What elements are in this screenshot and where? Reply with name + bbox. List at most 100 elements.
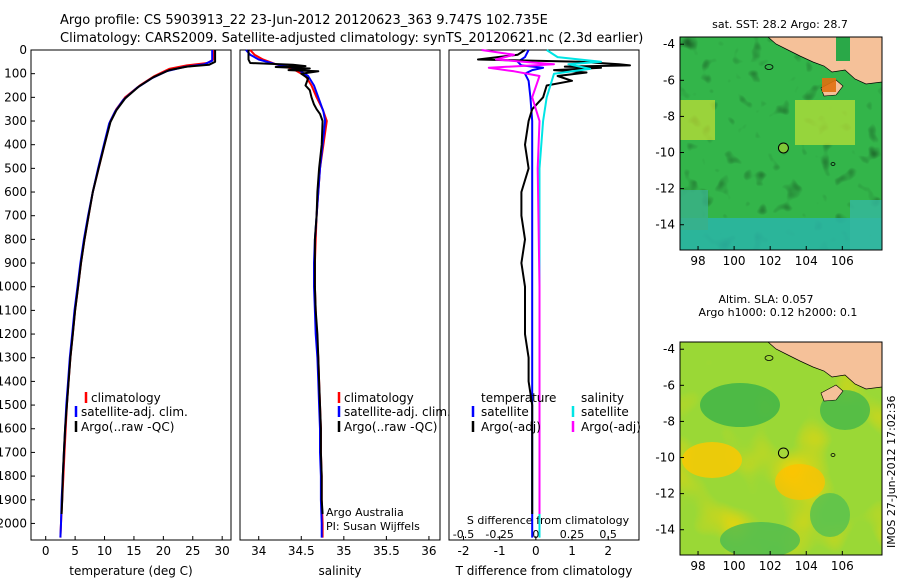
sst-map-frame	[679, 36, 883, 251]
latitude-tick-label: -10	[655, 451, 675, 465]
s-difference-tick-label: 0	[532, 528, 539, 541]
depth-tick-label: 1200	[0, 327, 27, 341]
x-tick-label: 20	[156, 544, 171, 558]
temperature-axis-label: temperature (deg C)	[69, 564, 192, 578]
difference-series-line	[477, 49, 631, 514]
sla-map	[680, 342, 882, 555]
legend-s-argo-label: Argo(-adj)	[581, 420, 641, 434]
legend-t-argo-label: Argo(-adj)	[481, 420, 541, 434]
depth-tick-label: 1900	[0, 493, 27, 507]
depth-tick-label: 800	[4, 232, 27, 246]
longitude-tick-label: 106	[831, 254, 854, 268]
latitude-tick-label: -6	[663, 73, 675, 87]
footer-timestamp: IMOS 27-Jun-2012 17:02:36	[885, 395, 898, 548]
latitude-tick-label: -10	[655, 146, 675, 160]
pi-annotation: PI: Susan Wijffels	[326, 520, 420, 533]
difference-x-axis: -2 -1 0 1 2 -0.5 -0.25 0 0.25 0.5	[453, 528, 617, 558]
legend-t-satellite-label: satellite	[481, 405, 529, 419]
x-tick-label: 10	[97, 544, 112, 558]
x-tick-label: -2	[457, 544, 469, 558]
longitude-tick-label: 98	[690, 559, 705, 573]
latitude-tick-label: -4	[663, 342, 675, 356]
depth-tick-label: 1100	[0, 303, 27, 317]
longitude-tick-label: 102	[759, 559, 782, 573]
s-difference-tick-label: 0.25	[560, 528, 585, 541]
figure-title-line2: Climatology: CARS2009. Satellite-adjuste…	[60, 31, 643, 46]
difference-series-line	[516, 49, 545, 538]
depth-tick-label: 2000	[0, 516, 27, 530]
latitude-tick-label: -8	[663, 414, 675, 428]
temperature-x-axis: 0 5 10 15 20 25 30	[42, 536, 230, 558]
sst-warm-patch	[795, 100, 855, 145]
land-island	[820, 384, 844, 402]
x-tick-label: -1	[494, 544, 506, 558]
difference-panel-frame	[448, 49, 640, 541]
sst-warm-patch	[680, 100, 715, 140]
depth-tick-label: 1400	[0, 374, 27, 388]
salinity-x-axis: 34 34.5 35 35.5 36	[251, 536, 437, 558]
sla-low-patch	[720, 522, 800, 555]
sst-cool-patch	[680, 218, 882, 250]
depth-tick-label: 300	[4, 114, 27, 128]
salinity-legend: climatology satellite-adj. clim. Argo(..…	[326, 391, 451, 533]
x-tick-label: 35.5	[373, 544, 400, 558]
legend-salinity-title: salinity	[581, 391, 624, 405]
sla-low-patch	[810, 493, 850, 537]
temperature-series-line	[59, 50, 215, 538]
latitude-tick-label: -12	[655, 487, 675, 501]
sla-high-patch	[682, 442, 742, 478]
sla-map-title: Altim. SLA: 0.057	[718, 293, 813, 306]
depth-tick-label: 1700	[0, 445, 27, 459]
s-difference-tick-label: 0.5	[599, 528, 617, 541]
longitude-tick-label: 100	[723, 559, 746, 573]
x-tick-label: 5	[71, 544, 79, 558]
sst-map-title: sat. SST: 28.2 Argo: 28.7	[712, 18, 848, 31]
argo-location-marker	[777, 142, 789, 154]
small-island	[764, 355, 774, 361]
sst-warm-patch	[836, 37, 850, 61]
difference-series-line	[481, 49, 555, 514]
depth-tick-label: 1600	[0, 422, 27, 436]
s-difference-tick-label: -0.25	[485, 528, 513, 541]
latitude-tick-label: -4	[663, 37, 675, 51]
depth-tick-label: 700	[4, 209, 27, 223]
x-tick-label: 36	[421, 544, 436, 558]
latitude-tick-label: -14	[655, 523, 675, 537]
land-coast	[767, 342, 882, 390]
depth-tick-label: 100	[4, 67, 27, 81]
sst-warm-patch	[822, 78, 836, 92]
depth-tick-label: 1800	[0, 469, 27, 483]
x-tick-label: 34.5	[288, 544, 315, 558]
sla-map-frame	[679, 341, 883, 556]
legend-temperature-title: temperature	[481, 391, 556, 405]
difference-series-line	[538, 49, 602, 538]
sst-cool-patch	[850, 200, 882, 250]
legend-climatology-label: climatology	[344, 391, 414, 405]
depth-tick-label: 500	[4, 161, 27, 175]
temperature-legend: climatology satellite-adj. clim. Argo(..…	[74, 391, 188, 434]
legend-satellite-label: satellite-adj. clim.	[81, 405, 188, 419]
sst-map-axes: 98 100 102 104 106 -4 -6 -8 -10 -12 -14	[655, 37, 853, 268]
salinity-series-line	[245, 49, 327, 538]
legend-s-satellite-label: satellite	[581, 405, 629, 419]
x-tick-label: 34	[251, 544, 266, 558]
legend-argo-label: Argo(..raw -QC)	[81, 420, 174, 434]
legend-argo-label: Argo(..raw -QC)	[344, 420, 437, 434]
depth-tick-label: 200	[4, 90, 27, 104]
depth-tick-label: 400	[4, 138, 27, 152]
x-tick-label: 0	[532, 544, 540, 558]
latitude-tick-label: -6	[663, 378, 675, 392]
sla-map-axes: 98 100 102 104 106 -4 -6 -8 -10 -12 -14	[655, 342, 853, 573]
sst-map	[680, 37, 882, 250]
argo-location-marker	[777, 447, 789, 459]
depth-tick-label: 1500	[0, 398, 27, 412]
t-difference-axis-label: T difference from climatology	[455, 564, 633, 578]
depth-tick-label: 1300	[0, 351, 27, 365]
longitude-tick-label: 106	[831, 559, 854, 573]
longitude-tick-label: 104	[795, 254, 818, 268]
sla-low-patch	[700, 383, 780, 427]
x-tick-label: 35	[336, 544, 351, 558]
temperature-series	[59, 50, 217, 538]
x-tick-label: 1	[568, 544, 576, 558]
